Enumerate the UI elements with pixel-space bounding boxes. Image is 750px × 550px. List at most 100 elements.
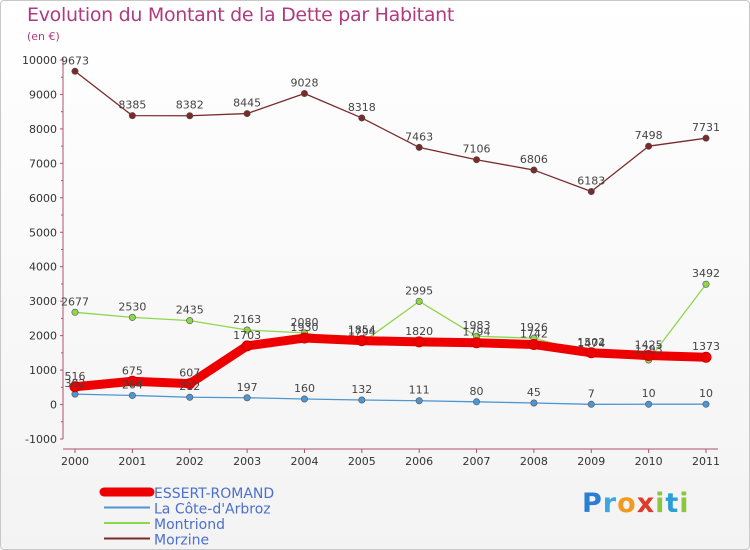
x-tick-label: 2002: [176, 455, 204, 468]
y-tick-label: 1000: [29, 364, 57, 377]
data-label: 1474: [577, 337, 605, 350]
data-point: [528, 339, 540, 351]
data-label: 7731: [692, 121, 720, 134]
y-tick-label: 3000: [29, 295, 57, 308]
y-tick-label: 8000: [29, 123, 57, 136]
data-point: [186, 112, 194, 120]
data-label: 1794: [348, 326, 376, 339]
data-label: 1293: [635, 343, 663, 356]
legend-label: Morzine: [154, 533, 209, 549]
data-label: 6806: [520, 153, 548, 166]
data-point: [300, 89, 308, 97]
data-label: 2677: [61, 295, 89, 308]
data-point: [126, 375, 138, 387]
x-tick-label: 2001: [118, 455, 146, 468]
data-point: [243, 394, 251, 402]
data-label: 3492: [692, 267, 720, 280]
data-point: [473, 156, 481, 164]
x-tick-label: 2003: [233, 455, 261, 468]
data-label: 111: [409, 384, 430, 397]
data-label: 8382: [176, 99, 204, 112]
data-point: [530, 399, 538, 407]
data-label: 607: [179, 367, 200, 380]
unit-label: (en €): [27, 30, 60, 43]
data-label: 1373: [692, 340, 720, 353]
data-label: 1502: [577, 336, 605, 349]
data-point: [587, 400, 595, 408]
data-point: [298, 332, 310, 344]
data-label: 516: [65, 370, 86, 383]
data-label: 45: [527, 386, 541, 399]
data-label: 8385: [118, 99, 146, 112]
y-tick-label: 5000: [29, 226, 57, 239]
data-label: 1820: [405, 325, 433, 338]
data-point: [415, 143, 423, 151]
data-label: 302: [65, 377, 86, 390]
data-label: 1926: [520, 321, 548, 334]
data-label: 2163: [233, 313, 261, 326]
data-point: [702, 400, 710, 408]
data-point: [186, 393, 194, 401]
data-label: 132: [351, 383, 372, 396]
y-tick-label: 9000: [29, 88, 57, 101]
data-point: [71, 67, 79, 75]
data-point: [243, 326, 251, 334]
proxiti-logo: Proxiti: [582, 488, 690, 519]
data-label: 1425: [635, 338, 663, 351]
data-label: 1930: [290, 321, 318, 334]
series-line-montriond: [74, 283, 707, 361]
data-point: [415, 397, 423, 405]
data-label: 7463: [405, 130, 433, 143]
data-label: 212: [179, 380, 200, 393]
x-tick-label: 2005: [348, 455, 376, 468]
data-point: [643, 349, 655, 361]
data-label: 2995: [405, 284, 433, 297]
legend-label: La Côte-d'Arbroz: [154, 502, 271, 518]
x-tick-label: 2011: [692, 455, 720, 468]
data-label: 7: [588, 387, 595, 400]
data-label: 1703: [233, 329, 261, 342]
series-line-essert-romand: [70, 333, 711, 392]
x-tick-label: 2006: [405, 455, 433, 468]
y-tick-label: 2000: [29, 330, 57, 343]
data-label: 160: [294, 382, 315, 395]
data-point: [530, 166, 538, 174]
x-tick-label: 2007: [463, 455, 491, 468]
data-label: 8445: [233, 97, 261, 110]
data-point: [415, 297, 423, 305]
data-point: [358, 396, 366, 404]
data-point: [585, 347, 597, 359]
series-line-morzine: [74, 70, 707, 193]
x-tick-label: 2009: [577, 455, 605, 468]
data-point: [645, 142, 653, 150]
data-point: [184, 378, 196, 390]
data-label: 264: [122, 378, 143, 391]
data-point: [702, 280, 710, 288]
x-tick-label: 2010: [635, 455, 663, 468]
data-point: [241, 340, 253, 352]
data-label: 197: [237, 381, 258, 394]
y-tick-label: 6000: [29, 192, 57, 205]
x-tick-label: 2000: [61, 455, 89, 468]
data-label: 7106: [463, 143, 491, 156]
data-label: 2080: [290, 316, 318, 329]
data-label: 8318: [348, 101, 376, 114]
y-tick-label: 10000: [22, 54, 57, 67]
data-label: 1794: [463, 326, 491, 339]
data-label: 2435: [176, 304, 204, 317]
data-label: 9673: [61, 54, 89, 67]
y-tick-label: 4000: [29, 261, 57, 274]
data-label: 7498: [635, 129, 663, 142]
data-point: [186, 317, 194, 325]
y-tick-label: 7000: [29, 157, 57, 170]
chart-title: Evolution du Montant de la Dette par Hab…: [27, 4, 455, 26]
data-label: 6183: [577, 175, 605, 188]
data-label: 1854: [348, 324, 376, 337]
data-point: [71, 308, 79, 316]
data-label: 675: [122, 364, 143, 377]
series-line-la-c-te-d-arbroz: [74, 393, 707, 405]
data-point: [473, 398, 481, 406]
data-point: [471, 337, 483, 349]
